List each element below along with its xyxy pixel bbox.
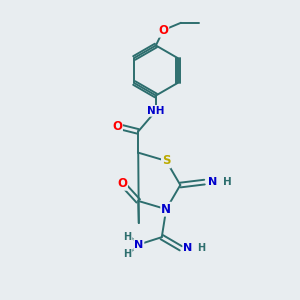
Text: N: N	[161, 203, 171, 216]
Text: S: S	[162, 154, 170, 167]
Text: O: O	[158, 24, 168, 37]
Text: O: O	[117, 177, 127, 190]
Text: N: N	[134, 239, 143, 250]
Text: H: H	[223, 177, 232, 187]
Text: H: H	[197, 243, 205, 253]
Text: N: N	[183, 243, 193, 253]
Text: H: H	[124, 232, 132, 242]
Text: H: H	[124, 249, 132, 259]
Text: N: N	[208, 177, 217, 187]
Text: O: O	[112, 120, 122, 133]
Text: NH: NH	[147, 106, 165, 116]
